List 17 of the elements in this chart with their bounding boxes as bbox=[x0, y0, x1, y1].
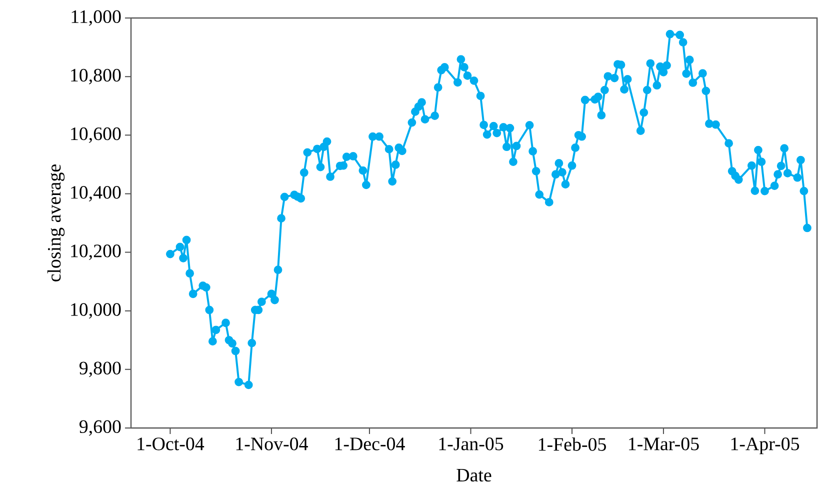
x-tick-label: 1-Feb-05 bbox=[538, 438, 606, 451]
y-axis-title: closing average bbox=[47, 164, 65, 282]
y-tick-label: 10,000 bbox=[71, 303, 121, 319]
x-tick-label: 1-Jan-05 bbox=[439, 438, 504, 450]
y-tick-label: 9,600 bbox=[80, 420, 121, 436]
y-tick-label: 10,800 bbox=[71, 68, 121, 84]
y-tick-label: 11,000 bbox=[72, 10, 121, 26]
x-tick-label: 1-Mar-05 bbox=[629, 438, 699, 450]
x-tick-label: 1-Oct-04 bbox=[138, 438, 204, 450]
y-tick-label: 10,200 bbox=[71, 244, 121, 260]
x-axis-title: Date bbox=[456, 468, 492, 482]
x-tick-label: 1-Nov-04 bbox=[236, 438, 308, 450]
x-tick-label: 1-Apr-05 bbox=[731, 438, 800, 454]
y-tick-label: 10,400 bbox=[71, 186, 121, 202]
x-tick-label: 1-Dec-04 bbox=[335, 438, 405, 450]
y-tick-label: 9,800 bbox=[80, 362, 121, 378]
y-tick-label: 10,600 bbox=[71, 127, 121, 143]
